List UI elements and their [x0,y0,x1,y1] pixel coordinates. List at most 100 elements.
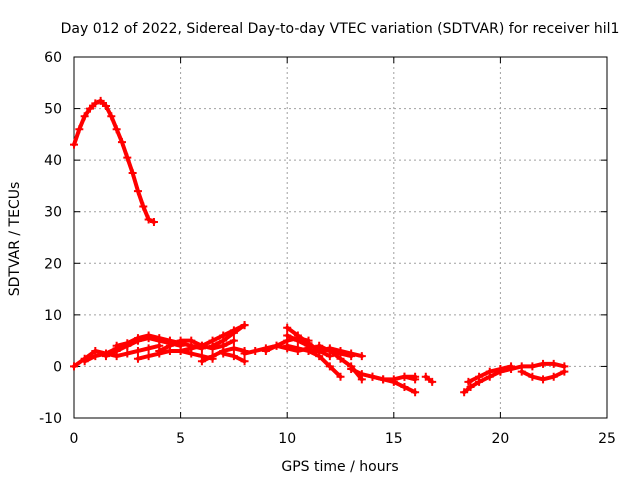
data-point [176,336,185,345]
series-arc-3 [80,341,164,366]
y-axis-label: SDTVAR / TECUs [7,182,23,297]
data-point [117,138,126,147]
data-point [208,341,217,350]
y-tick-label: 50 [44,102,62,118]
data-point [507,365,516,374]
data-point [240,321,249,330]
data-point [85,104,94,113]
y-tick-label: 30 [44,205,62,221]
data-point [251,346,260,355]
data-point [357,352,366,361]
data-point [144,215,153,224]
data-point [123,153,132,162]
x-axis-ticks: 0 5 10 15 20 25 [70,57,616,447]
data-point [528,372,537,381]
series-arc-10 [208,321,249,350]
data-point [240,349,249,358]
data-point [165,341,174,350]
data-point [197,341,206,350]
data-point [123,339,132,348]
series-arc-21 [400,372,420,384]
data-point [325,362,334,371]
data-point [149,218,158,227]
data-point [240,357,249,366]
x-tick-label: 20 [491,431,509,447]
data-point [133,187,142,196]
y-tick-label: 60 [44,50,62,66]
y-tick-label: 40 [44,153,62,169]
data-point [107,112,116,121]
data-point [347,349,356,358]
data-point [70,362,78,371]
data-point [475,372,484,381]
x-tick-label: 5 [176,431,185,447]
data-point [539,359,548,368]
data-point [80,357,89,366]
grid [74,57,607,418]
data-point [139,202,148,211]
data-point [133,334,142,343]
data-point [208,352,217,361]
data-point [101,352,110,361]
data-point [229,344,238,353]
data-point [144,344,153,353]
data-point [304,346,313,355]
data-point [155,334,164,343]
data-point [400,372,409,381]
data-point [219,349,228,358]
data-point [549,372,558,381]
data-point [421,372,430,381]
data-point [155,346,164,355]
x-axis-label: GPS time / hours [281,459,398,475]
data-point [70,140,78,149]
series-arc-22 [421,372,437,386]
data-point [176,346,185,355]
data-point [379,375,388,384]
data-point [96,96,105,105]
data-point [517,367,526,376]
data-point [133,346,142,355]
y-axis-ticks: -10 0 10 20 30 40 50 60 [39,50,607,427]
y-tick-label: -10 [39,411,62,427]
data-point [101,101,110,110]
data-point [197,357,206,366]
data-point [187,344,196,353]
data-point [315,352,324,361]
data-point [261,346,270,355]
data-point [336,372,345,381]
data-point [347,365,356,374]
data-point [293,336,302,345]
series-arc-1 [70,96,158,227]
series-line [210,323,247,348]
x-tick-label: 10 [278,431,296,447]
data-point [283,323,292,332]
data-point [325,346,334,355]
axes [73,56,608,419]
data-point [272,341,281,350]
data-point [75,125,84,134]
x-tick-label: 25 [598,431,616,447]
data-point [283,341,292,350]
data-point [464,377,473,386]
data-point [128,169,137,178]
data-point [112,341,121,350]
data-point [229,328,238,337]
data-point [336,346,345,355]
data-point [357,370,366,379]
data-point [112,125,121,134]
data-point [528,362,537,371]
y-tick-label: 0 [53,359,62,375]
data-point [219,336,228,345]
series-arc-20 [368,372,420,397]
x-tick-label: 0 [70,431,79,447]
series-line [306,348,343,379]
data-point [539,375,548,384]
data-point [368,372,377,381]
data-point [560,367,569,376]
series-arc-11 [219,349,249,366]
data-point [428,377,437,386]
series-line [72,98,156,225]
series-arc-17 [304,346,345,381]
data-point [411,375,420,384]
data-point [411,388,420,397]
